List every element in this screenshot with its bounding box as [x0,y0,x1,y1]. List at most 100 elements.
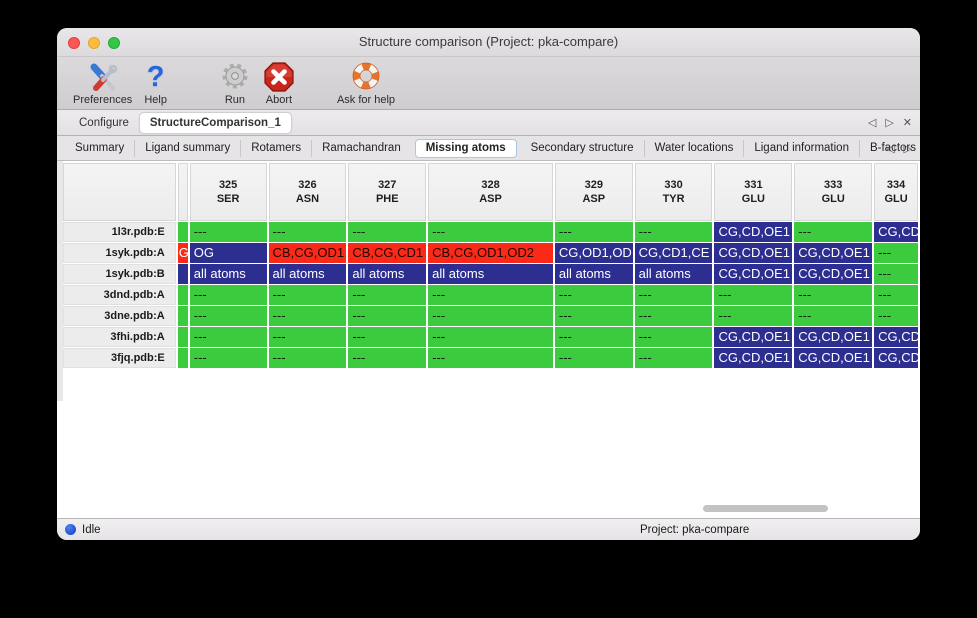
atom-cell[interactable]: --- [714,306,793,326]
atom-cell[interactable]: all atoms [268,264,347,284]
view-tab-summary[interactable]: Summary [75,141,125,154]
atom-cell[interactable]: --- [348,285,427,305]
atom-cell[interactable]: CG,CD [874,327,919,347]
view-tab-rotamers[interactable]: Rotamers [240,139,311,157]
atom-cell[interactable]: CB,CG,CD1 [348,243,427,263]
atom-cell[interactable]: all atoms [428,264,553,284]
atom-cell[interactable]: --- [428,348,553,368]
atom-cell[interactable]: --- [268,285,347,305]
atom-cell[interactable]: --- [554,348,633,368]
run-label: Run [224,94,246,106]
atom-cell[interactable]: all atoms [348,264,427,284]
atom-cell[interactable]: --- [348,348,427,368]
view-tab-ligand-information[interactable]: Ligand information [743,139,859,157]
atom-cell[interactable]: CG,CD,OE1 [714,222,793,242]
view-tab-secondary-structure[interactable]: Secondary structure [530,141,634,154]
atom-cell[interactable]: --- [634,306,713,326]
doc-tab-close-icon[interactable]: ✕ [902,117,912,129]
atom-cell[interactable]: --- [874,243,919,263]
atom-cell[interactable]: CG,CD [874,222,919,242]
close-window-button[interactable] [68,36,80,49]
preferences-button[interactable]: Preferences [73,61,132,106]
atom-cell[interactable]: CB,CG,OD1 [268,243,347,263]
ask-for-help-button[interactable]: Ask for help [337,61,395,106]
atom-cell[interactable]: CG,CD1,CE [634,243,713,263]
toolbar: Preferences ? Help Run [57,57,920,110]
abort-button[interactable]: Abort [263,61,295,106]
atom-cell[interactable]: --- [874,306,919,326]
column-header-326: 326 ASN [268,163,347,221]
atom-cell[interactable]: CG,CD,OE1 [794,327,873,347]
atom-cell[interactable]: --- [554,222,633,242]
atom-cell[interactable]: --- [794,222,873,242]
atom-cell[interactable]: --- [428,306,553,326]
atom-cell[interactable]: CG,CD,OE1 [714,348,793,368]
atom-cell[interactable]: CG,CD [874,348,919,368]
view-tab-missing-atoms[interactable]: Missing atoms [414,138,517,158]
help-button[interactable]: ? Help [144,61,167,106]
tab-structurecomparison-1[interactable]: StructureComparison_1 [138,111,292,134]
minimize-window-button[interactable] [88,36,100,49]
partial-column-cell[interactable]: G [177,243,188,263]
view-tab-b-factors[interactable]: B-factors [858,139,920,157]
atom-cell[interactable]: all atoms [634,264,713,284]
zoom-window-button[interactable] [108,36,120,49]
help-label: Help [144,94,167,106]
doc-tab-prev-icon[interactable]: ◁ [867,117,877,129]
tab-configure[interactable]: Configure [79,116,129,129]
atom-cell[interactable]: --- [189,222,267,242]
view-tab-next-icon[interactable]: ▷ [903,142,912,155]
atom-cell[interactable]: --- [428,327,553,347]
partial-column-cell[interactable] [177,306,188,326]
atom-cell[interactable]: CB,CG,OD1,OD2 [428,243,553,263]
atom-cell[interactable]: --- [634,327,713,347]
atom-cell[interactable]: CG,CD,OE1 [714,264,793,284]
atom-cell[interactable]: all atoms [189,264,267,284]
title-bar[interactable]: Structure comparison (Project: pka-compa… [57,28,920,57]
atom-cell[interactable]: --- [268,348,347,368]
atom-cell[interactable]: OG [189,243,267,263]
atom-cell[interactable]: --- [189,327,267,347]
view-tab-ligand-summary[interactable]: Ligand summary [134,139,240,157]
atom-cell[interactable]: all atoms [554,264,633,284]
atom-cell[interactable]: --- [268,306,347,326]
atom-cell[interactable]: --- [874,285,919,305]
atom-cell[interactable]: --- [428,285,553,305]
atom-cell[interactable]: CG,CD,OE1 [714,327,793,347]
atom-cell[interactable]: --- [554,327,633,347]
atom-cell[interactable]: --- [554,285,633,305]
view-tab-prev-icon[interactable]: ◁ [886,142,895,155]
atom-cell[interactable]: --- [268,222,347,242]
atom-cell[interactable]: --- [634,348,713,368]
partial-column-cell[interactable] [177,222,188,242]
atom-cell[interactable]: CG,CD,OE1 [794,264,873,284]
atom-cell[interactable]: --- [714,285,793,305]
partial-column-cell[interactable] [177,327,188,347]
atom-cell[interactable]: --- [428,222,553,242]
view-tab-water-locations[interactable]: Water locations [643,139,744,157]
doc-tab-next-icon[interactable]: ▷ [885,117,894,129]
horizontal-scrollbar-thumb[interactable] [703,505,828,512]
atom-cell[interactable]: --- [634,222,713,242]
atom-cell[interactable]: CG,OD1,OD [554,243,633,263]
atom-cell[interactable]: --- [874,264,919,284]
partial-column-cell[interactable] [177,348,188,368]
atom-cell[interactable]: --- [554,306,633,326]
partial-column-cell[interactable] [177,264,188,284]
atom-cell[interactable]: CG,CD,OE1 [714,243,793,263]
atom-cell[interactable]: --- [189,285,267,305]
atom-cell[interactable]: CG,CD,OE1 [794,243,873,263]
view-tab-ramachandran[interactable]: Ramachandran [311,139,411,157]
atom-cell[interactable]: --- [268,327,347,347]
atom-cell[interactable]: CG,CD,OE1 [794,348,873,368]
atom-cell[interactable]: --- [348,222,427,242]
atom-cell[interactable]: --- [794,306,873,326]
atom-cell[interactable]: --- [189,348,267,368]
run-button[interactable]: Run [219,61,251,106]
atom-cell[interactable]: --- [794,285,873,305]
atom-cell[interactable]: --- [348,306,427,326]
atom-cell[interactable]: --- [189,306,267,326]
atom-cell[interactable]: --- [634,285,713,305]
partial-column-cell[interactable] [177,285,188,305]
atom-cell[interactable]: --- [348,327,427,347]
